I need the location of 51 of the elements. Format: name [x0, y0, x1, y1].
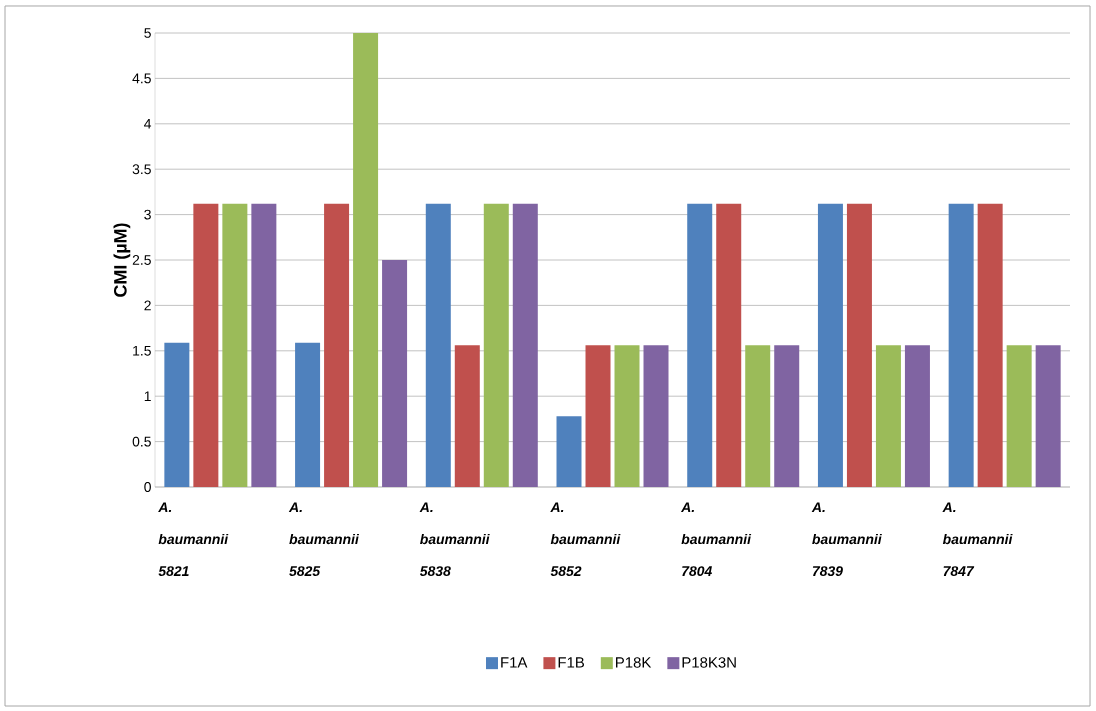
y-tick-label: 0: [144, 482, 151, 492]
bar: [774, 345, 800, 487]
bar: [904, 345, 930, 487]
y-tick-label: 5: [144, 28, 151, 38]
bar: [382, 260, 408, 487]
bar: [425, 203, 451, 487]
y-tick-label: 3: [144, 209, 151, 220]
bar: [614, 345, 640, 487]
bar: [817, 203, 843, 487]
y-tick-label: 3.5: [132, 164, 151, 175]
bar: [846, 203, 872, 487]
bar: [1006, 345, 1032, 487]
bar: [687, 203, 713, 487]
bar: [295, 342, 321, 487]
bar: [454, 345, 480, 487]
bar: [1035, 345, 1061, 487]
legend-label: P18K3N: [682, 657, 736, 668]
y-tick-label: 4: [144, 119, 152, 129]
bar: [977, 203, 1003, 487]
bar: [222, 203, 248, 487]
y-tick-label: 1: [144, 391, 151, 401]
bar: [585, 345, 611, 487]
legend-label: P18K: [616, 657, 652, 668]
category-label: A. baumannii 7804: [680, 502, 752, 577]
bar: [716, 203, 742, 487]
y-tick-label: 2: [144, 300, 151, 311]
bar: [353, 33, 379, 487]
y-tick-label: 4.5: [132, 73, 151, 84]
y-tick-label: 2.5: [132, 255, 151, 265]
legend-label: F1B: [558, 657, 585, 668]
y-axis-title: CMI (µM): [113, 223, 131, 297]
bar: [948, 203, 974, 487]
bar: [875, 345, 901, 487]
category-label: A. baumannii 7847: [942, 502, 1013, 577]
bar: [512, 203, 538, 487]
category-label: A. baumannii 5825: [288, 502, 360, 577]
bar: [324, 203, 350, 487]
y-tick-label: 0.5: [132, 436, 151, 447]
bar: [483, 203, 509, 487]
category-label: A. baumannii 7839: [811, 502, 882, 577]
bar: [251, 203, 277, 487]
bar: [745, 345, 771, 487]
bar: [193, 203, 219, 487]
bar: [643, 345, 669, 487]
bar: [164, 342, 190, 487]
category-label: A. baumannii 5838: [419, 502, 490, 577]
category-label: A. baumannii 5852: [550, 502, 621, 577]
category-label: A. baumannii 5821: [158, 502, 229, 577]
legend-label: F1A: [501, 657, 528, 668]
y-tick-label: 1.5: [133, 345, 151, 356]
bar: [556, 416, 582, 487]
